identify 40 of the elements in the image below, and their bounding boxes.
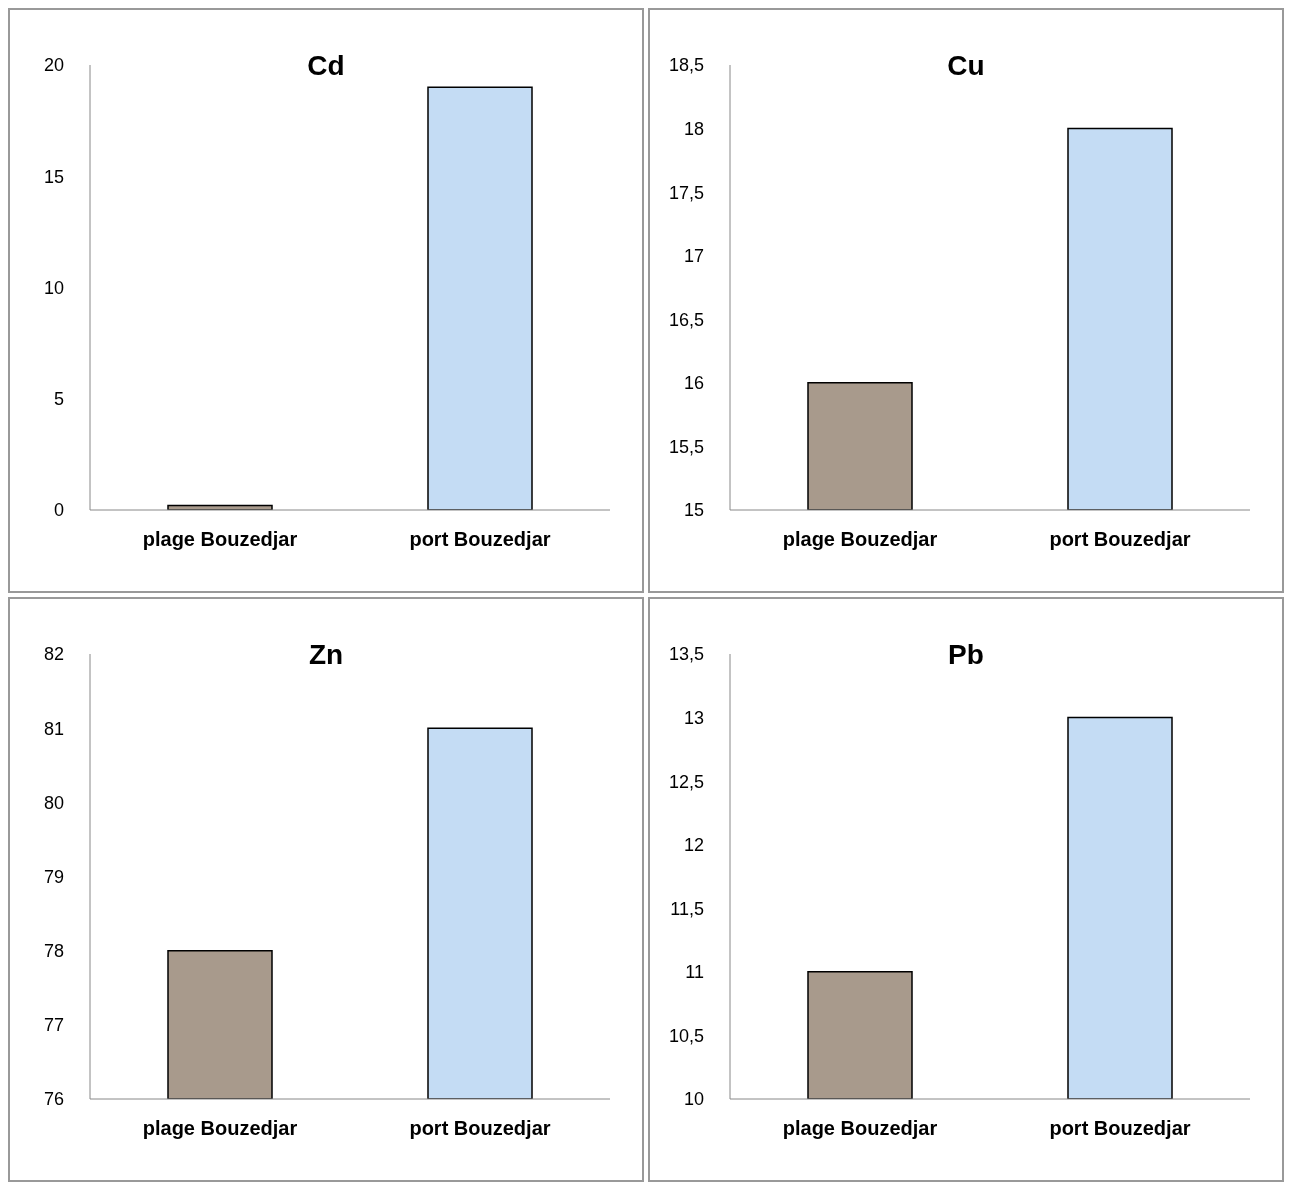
y-tick-label: 17,5 bbox=[668, 182, 704, 203]
y-tick-label: 18 bbox=[683, 118, 704, 139]
y-tick-label: 12 bbox=[683, 835, 704, 856]
chart-title: Zn bbox=[308, 639, 344, 670]
y-tick-label: 79 bbox=[43, 866, 64, 887]
x-tick-label: plage Bouzedjar bbox=[782, 528, 938, 551]
y-tick-label: 10,5 bbox=[668, 1025, 704, 1046]
y-tick-label: 78 bbox=[43, 941, 64, 962]
chart-title: Cd bbox=[307, 50, 345, 81]
y-tick-label: 76 bbox=[43, 1089, 64, 1110]
x-tick-label: plage Bouzedjar bbox=[142, 528, 298, 551]
y-tick-label: 17 bbox=[683, 246, 704, 267]
y-tick-label: 10 bbox=[43, 277, 64, 298]
x-tick-label: plage Bouzedjar bbox=[142, 1117, 298, 1140]
chart-title: Cu bbox=[947, 50, 985, 81]
x-tick-label: port Bouzedjar bbox=[409, 1117, 551, 1140]
y-tick-label: 13,5 bbox=[668, 644, 704, 665]
y-tick-label: 15 bbox=[43, 166, 64, 187]
x-tick-label: port Bouzedjar bbox=[1049, 528, 1191, 551]
y-tick-label: 81 bbox=[43, 718, 64, 739]
y-tick-label: 82 bbox=[43, 644, 64, 665]
x-tick-label: port Bouzedjar bbox=[409, 528, 551, 551]
y-tick-label: 20 bbox=[43, 55, 64, 76]
y-tick-label: 77 bbox=[43, 1015, 64, 1036]
y-tick-label: 16 bbox=[683, 373, 704, 394]
y-tick-label: 15,5 bbox=[668, 436, 704, 457]
y-tick-label: 12,5 bbox=[668, 771, 704, 792]
y-tick-label: 10 bbox=[683, 1089, 704, 1110]
y-tick-label: 18,5 bbox=[668, 55, 704, 76]
y-tick-label: 13 bbox=[683, 707, 704, 728]
y-tick-label: 16,5 bbox=[668, 309, 704, 330]
y-tick-label: 15 bbox=[683, 500, 704, 521]
x-tick-label: plage Bouzedjar bbox=[782, 1117, 938, 1140]
chart-title: Pb bbox=[948, 639, 984, 670]
y-tick-label: 11,5 bbox=[670, 898, 704, 919]
y-tick-label: 5 bbox=[53, 389, 64, 410]
y-tick-label: 80 bbox=[43, 792, 64, 813]
y-tick-label: 11 bbox=[685, 962, 704, 983]
y-tick-label: 0 bbox=[53, 500, 64, 521]
x-tick-label: port Bouzedjar bbox=[1049, 1117, 1191, 1140]
